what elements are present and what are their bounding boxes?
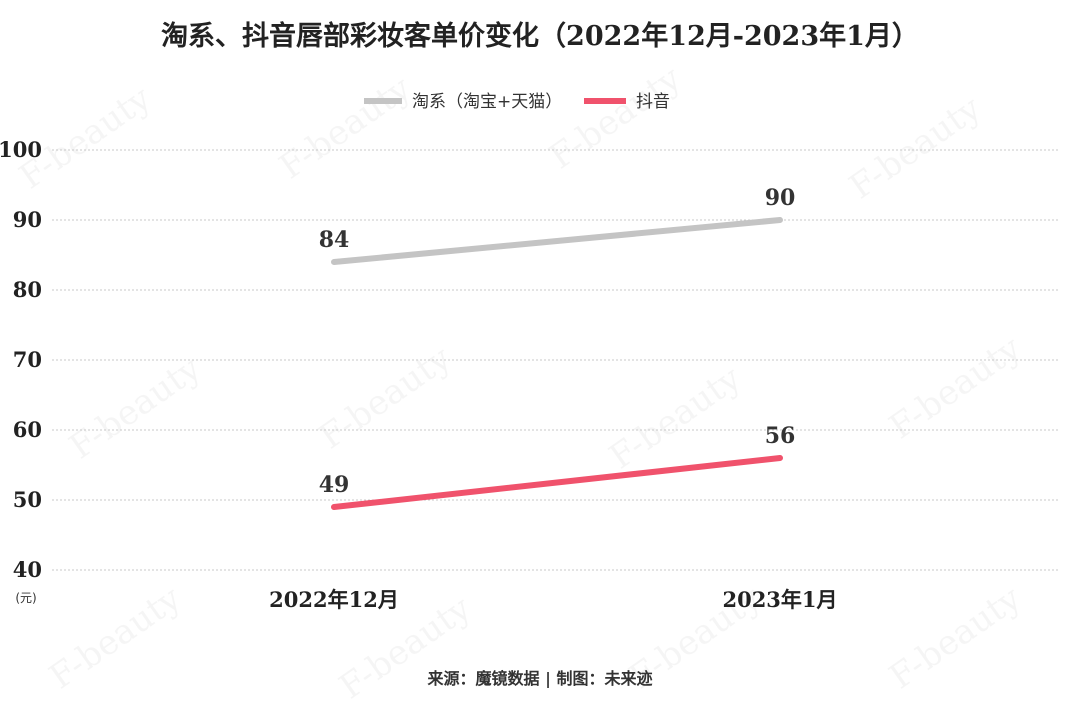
- y-tick-label: 70: [13, 347, 42, 372]
- data-label: 84: [319, 227, 350, 253]
- chart-title: 淘系、抖音唇部彩妆客单价变化（2022年12月-2023年1月）: [161, 20, 919, 52]
- watermark-text: F-beauty: [542, 58, 689, 178]
- y-axis: 40 50 60 70 80 90 100: [0, 137, 42, 582]
- data-label: 49: [319, 472, 350, 498]
- watermark-text: F-beauty: [602, 358, 749, 478]
- y-tick-label: 100: [0, 137, 42, 162]
- legend-label: 抖音: [636, 92, 670, 112]
- watermark-text: F-beauty: [62, 348, 209, 468]
- series-layer: 84 90 49 56: [319, 185, 796, 510]
- data-label: 90: [765, 185, 796, 211]
- series-line: [331, 217, 783, 265]
- source-note: 来源：魔镜数据 | 制图：未来迹: [427, 669, 653, 688]
- watermark-text: F-beauty: [272, 68, 419, 188]
- series-line: [331, 455, 783, 510]
- y-tick-label: 50: [13, 487, 42, 512]
- x-tick-label: 2023年1月: [722, 587, 837, 612]
- y-tick-label: 80: [13, 277, 42, 302]
- y-axis-unit: (元): [15, 591, 36, 605]
- watermark-text: F-beauty: [42, 578, 189, 698]
- legend: 淘系（淘宝+天猫） 抖音: [364, 92, 670, 112]
- grid: [52, 149, 1060, 571]
- x-axis: 2022年12月 2023年1月: [269, 587, 837, 612]
- data-label: 56: [765, 423, 796, 449]
- y-tick-label: 90: [13, 207, 42, 232]
- watermark-text: F-beauty: [312, 338, 459, 458]
- legend-label: 淘系（淘宝+天猫）: [412, 92, 562, 112]
- y-tick-label: 40: [13, 557, 42, 582]
- watermark-text: F-beauty: [842, 88, 989, 208]
- watermark-layer: F-beauty F-beauty F-beauty F-beauty F-beauty…: [12, 58, 1029, 708]
- x-tick-label: 2022年12月: [269, 587, 399, 612]
- watermark-text: F-beauty: [882, 578, 1029, 698]
- watermark-text: F-beauty: [882, 328, 1029, 448]
- y-tick-label: 60: [13, 417, 42, 442]
